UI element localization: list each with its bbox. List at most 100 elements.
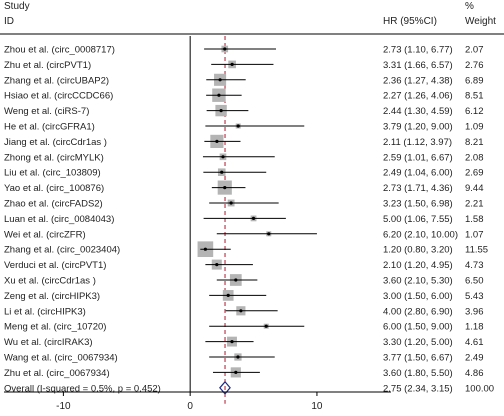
point-estimate <box>264 324 268 328</box>
weight-text: 8.21 <box>465 137 484 148</box>
point-estimate <box>223 186 227 190</box>
hr-ci-text: 2.27 (1.26, 4.06) <box>383 91 453 102</box>
point-estimate <box>234 370 238 374</box>
study-row: Zhu et al. (circ_0067934) 3.60 (1.80, 5.5… <box>4 367 484 379</box>
weight-text: 1.18 <box>465 322 484 333</box>
study-row: Xu et al. (circCdr1as ) 3.60 (2.10, 5.30)… <box>4 274 484 287</box>
hr-ci-text: 2.44 (1.30, 4.59) <box>383 106 453 117</box>
hr-ci-text: 4.00 (2.80, 6.90) <box>383 306 453 317</box>
study-label: Zhang et al. (circUBAP2) <box>4 75 109 86</box>
point-estimate <box>220 170 224 174</box>
x-tick-label: 10 <box>311 401 323 412</box>
study-label: Zhu et al. (circ_0067934) <box>4 368 110 379</box>
study-row: Meng et al. (circ_10720) 6.00 (1.50, 9.00… <box>4 322 484 333</box>
study-row: Wang et al. (circ_0067934) 3.77 (1.50, 6.… <box>4 353 484 364</box>
study-label: Wang et al. (circ_0067934) <box>4 353 118 364</box>
hr-ci-text: 2.10 (1.20, 4.95) <box>383 260 453 271</box>
weight-text: 9.44 <box>465 183 484 194</box>
weight-text: 2.07 <box>465 45 484 56</box>
study-row: Wei et al. (circZFR) 6.20 (2.10, 10.00) 1.… <box>4 229 484 240</box>
study-row: Zhao et al. (circFADS2) 3.23 (1.50, 6.98)… <box>4 199 484 210</box>
weight-text: 4.61 <box>465 337 484 348</box>
hr-ci-text: 3.79 (1.20, 9.00) <box>383 122 453 133</box>
point-estimate <box>251 216 256 220</box>
hr-ci-text: 3.60 (1.80, 5.50) <box>383 368 453 379</box>
overall-label: Overall (I-squared = 0.5%, p = 0.452) <box>4 383 161 394</box>
header-effect: HR (95%CI) <box>383 16 437 27</box>
study-label: Zhong et al. (circMYLK) <box>4 152 104 163</box>
study-label: Li et al. (circHIPK3) <box>4 306 86 317</box>
hr-ci-text: 3.60 (2.10, 5.30) <box>383 276 453 287</box>
weight-text: 2.08 <box>465 152 484 163</box>
study-row: Hsiao et al. (circCCDC66) 2.27 (1.26, 4.0… <box>4 88 484 102</box>
study-label: Zhou et al. (circ_0008717) <box>4 45 115 56</box>
hr-ci-text: 3.00 (1.50, 6.00) <box>383 291 453 302</box>
study-row: Zhang et al. (circ_0023404) 1.20 (0.80, 3… <box>4 241 488 258</box>
study-label: Wei et al. (circZFR) <box>4 229 86 240</box>
weight-text: 8.51 <box>465 91 484 102</box>
overall-hr-ci-text: 2.75 (2.34, 3.15) <box>383 383 453 394</box>
study-label: Xu et al. (circCdr1as ) <box>4 276 96 287</box>
study-label: Weng et al. (ciRS-7) <box>4 106 89 117</box>
study-label: Hsiao et al. (circCCDC66) <box>4 91 113 102</box>
weight-text: 11.55 <box>465 245 488 256</box>
weight-text: 6.50 <box>465 276 484 287</box>
point-estimate <box>234 278 238 282</box>
header-weight-symbol: % <box>465 1 474 12</box>
hr-ci-text: 3.31 (1.66, 6.57) <box>383 60 453 71</box>
weight-text: 2.76 <box>465 60 484 71</box>
hr-ci-text: 3.30 (1.20, 5.00) <box>383 337 453 348</box>
study-label: Luan et al. (circ_0084043) <box>4 214 114 225</box>
study-label: Liu et al. (circ_103809) <box>4 168 101 179</box>
weight-text: 4.73 <box>465 260 484 271</box>
study-row: Zhang et al. (circUBAP2) 2.36 (1.27, 4.38… <box>4 73 484 86</box>
point-estimate <box>267 232 271 236</box>
point-estimate <box>223 47 227 51</box>
x-axis-ticks: -10 0 10 <box>56 392 323 412</box>
study-row: Zhou et al. (circ_0008717) 2.73 (1.10, 6.… <box>4 45 484 56</box>
point-estimate <box>219 109 223 113</box>
point-estimate <box>236 355 240 359</box>
header-weight: Weight <box>465 16 496 27</box>
x-tick-label: 0 <box>187 401 193 412</box>
weight-text: 2.49 <box>465 353 484 364</box>
point-estimate <box>215 139 219 143</box>
point-estimate <box>239 309 243 313</box>
hr-ci-text: 3.77 (1.50, 6.67) <box>383 353 453 364</box>
hr-ci-text: 5.00 (1.06, 7.55) <box>383 214 453 225</box>
hr-ci-text: 2.49 (1.04, 6.00) <box>383 168 453 179</box>
study-row: Wu et al. (circIRAK3) 3.30 (1.20, 5.00) 4.… <box>4 336 484 348</box>
study-label: Yao et al. (circ_100876) <box>4 183 104 194</box>
point-estimate <box>215 263 219 267</box>
point-estimate <box>218 78 222 82</box>
hr-ci-text: 2.73 (1.10, 6.77) <box>383 45 453 56</box>
weight-text: 1.58 <box>465 214 484 225</box>
study-row: Liu et al. (circ_103809) 2.49 (1.04, 6.00… <box>4 168 484 179</box>
study-label: Meng et al. (circ_10720) <box>4 322 106 333</box>
hr-ci-text: 1.20 (0.80, 3.20) <box>383 245 453 256</box>
hr-ci-text: 6.20 (2.10, 10.00) <box>383 229 458 240</box>
weight-text: 2.69 <box>465 168 484 179</box>
study-label: Zhu et al. (circPVT1) <box>4 60 91 71</box>
study-row: Jiang et al. (circCdr1as ) 2.11 (1.12, 3.… <box>4 134 484 148</box>
study-row: Zhong et al. (circMYLK) 2.59 (1.01, 6.67)… <box>4 152 484 163</box>
point-estimate <box>203 247 207 251</box>
study-row: He et al. (circGFRA1) 3.79 (1.20, 9.00) 1.… <box>4 122 484 133</box>
hr-ci-text: 2.36 (1.27, 4.38) <box>383 75 453 86</box>
weight-text: 1.09 <box>465 122 484 133</box>
header-study: Study <box>4 1 30 12</box>
header-id: ID <box>4 16 14 27</box>
study-row: Zhu et al. (circPVT1) 3.31 (1.66, 6.57) 2.… <box>4 60 484 71</box>
point-estimate <box>217 93 221 97</box>
hr-ci-text: 2.11 (1.12, 3.97) <box>383 137 452 148</box>
point-estimate <box>221 155 225 159</box>
study-label: Zhang et al. (circ_0023404) <box>4 245 120 256</box>
point-estimate <box>229 201 233 205</box>
weight-text: 4.86 <box>465 368 484 379</box>
weight-text: 2.21 <box>465 199 484 210</box>
x-tick-label: -10 <box>56 401 71 412</box>
study-label: Zhao et al. (circFADS2) <box>4 199 103 210</box>
point-estimate <box>226 293 230 297</box>
study-row: Li et al. (circHIPK3) 4.00 (2.80, 6.90) 3.… <box>4 306 484 317</box>
hr-ci-text: 6.00 (1.50, 9.00) <box>383 322 453 333</box>
